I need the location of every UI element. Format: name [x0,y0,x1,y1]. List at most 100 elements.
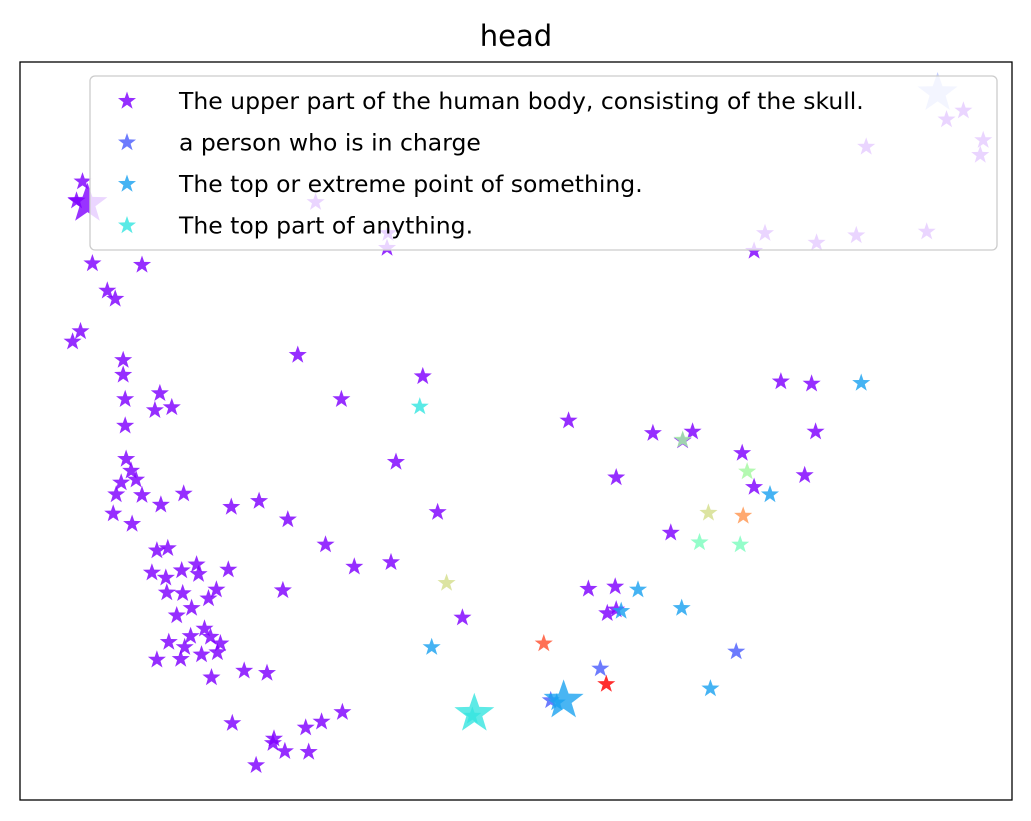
scatter-point [106,289,125,307]
legend-marker [118,91,136,109]
scatter-point [83,254,102,272]
scatter-point [258,663,276,681]
scatter-point [114,350,133,368]
scatter-point [598,603,617,621]
scatter-point [222,497,241,515]
scatter-point [122,461,141,479]
scatter-point [273,580,292,599]
scatter-point [382,552,400,570]
scatter-point [316,535,335,553]
scatter-point [428,502,447,520]
chart-title: head [480,19,552,53]
scatter-point [201,627,220,645]
scatter-point [133,255,152,273]
scatter-point [107,485,126,503]
scatter-point [673,430,692,448]
scatter-point [167,606,186,624]
scatter-point [345,557,364,575]
scatter-point [734,506,753,524]
plot-area-frame [19,61,1013,801]
legend-label: The top or extreme point of something. [178,170,643,198]
scatter-point [192,645,211,663]
legend-marker [118,216,136,234]
scatter-point [123,514,142,532]
scatter-point [701,679,720,697]
scatter-point [219,560,238,578]
scatter-point [727,642,746,660]
scatter-point [771,372,790,390]
scatter-point [104,504,123,522]
scatter-point [453,608,472,626]
scatter-point [312,712,331,730]
highlighted-point [454,692,495,731]
scatter-point [275,741,294,759]
scatter-point [410,397,429,415]
scatter-point [661,523,680,541]
scatter-point [116,416,135,434]
scatter-points [63,72,993,773]
scatter-point [386,452,405,470]
legend-label: a person who is in charge [179,129,481,157]
scatter-point [133,485,152,503]
scatter-point [579,579,598,597]
scatter-point [852,373,871,391]
scatter-point [172,561,191,579]
scatter-point [127,470,146,488]
scatter-point [235,661,254,679]
scatter-point [683,422,702,440]
scatter-point [117,449,136,467]
scatter-point [731,535,750,553]
scatter-point [147,650,166,668]
scatter-point [559,411,578,429]
scatter-point [189,564,208,582]
scatter-point [142,563,161,581]
scatter-point [437,573,456,591]
scatter-point [745,477,764,495]
scatter-point [288,345,307,363]
scatter-point [187,555,206,573]
legend-marker [118,133,136,151]
scatter-point [332,389,351,407]
scatter-point [195,619,214,637]
scatter-point [612,601,631,619]
legend-marker [118,174,136,192]
scatter-point [211,634,230,652]
scatter-point [760,485,779,503]
scatter-point [159,632,178,650]
scatter-point [278,510,297,528]
scatter-point [145,400,164,418]
scatter-point [73,172,92,190]
scatter-point [733,443,752,461]
scatter-point [114,365,133,383]
scatter-point [223,713,242,731]
scatter-point [606,577,625,595]
scatter-point [175,637,194,655]
scatter-point [247,755,266,773]
scatter-point [690,532,709,551]
scatter-point [672,598,691,616]
scatter-point [597,674,616,692]
scatter-point [802,374,821,392]
legend-label: The top part of anything. [178,212,473,240]
scatter-point [629,580,648,598]
scatter-point [171,649,190,667]
scatter-point [534,634,553,652]
scatter-point [208,642,227,661]
scatter-point [413,366,432,385]
scatter-point [199,589,218,607]
scatter-point [541,690,560,709]
scatter-point [795,465,814,483]
scatter-point [182,598,201,616]
scatter-point [158,538,177,556]
legend-label: The upper part of the human body, consis… [178,87,864,115]
highlighted-point [543,679,584,718]
scatter-point [174,484,193,502]
scatter-point [151,495,170,513]
scatter-point [264,729,283,747]
scatter-point [150,383,169,401]
scatter-point [699,503,718,521]
scatter-point [116,389,135,407]
legend: The upper part of the human body, consis… [89,75,998,251]
legend-box [89,75,998,251]
